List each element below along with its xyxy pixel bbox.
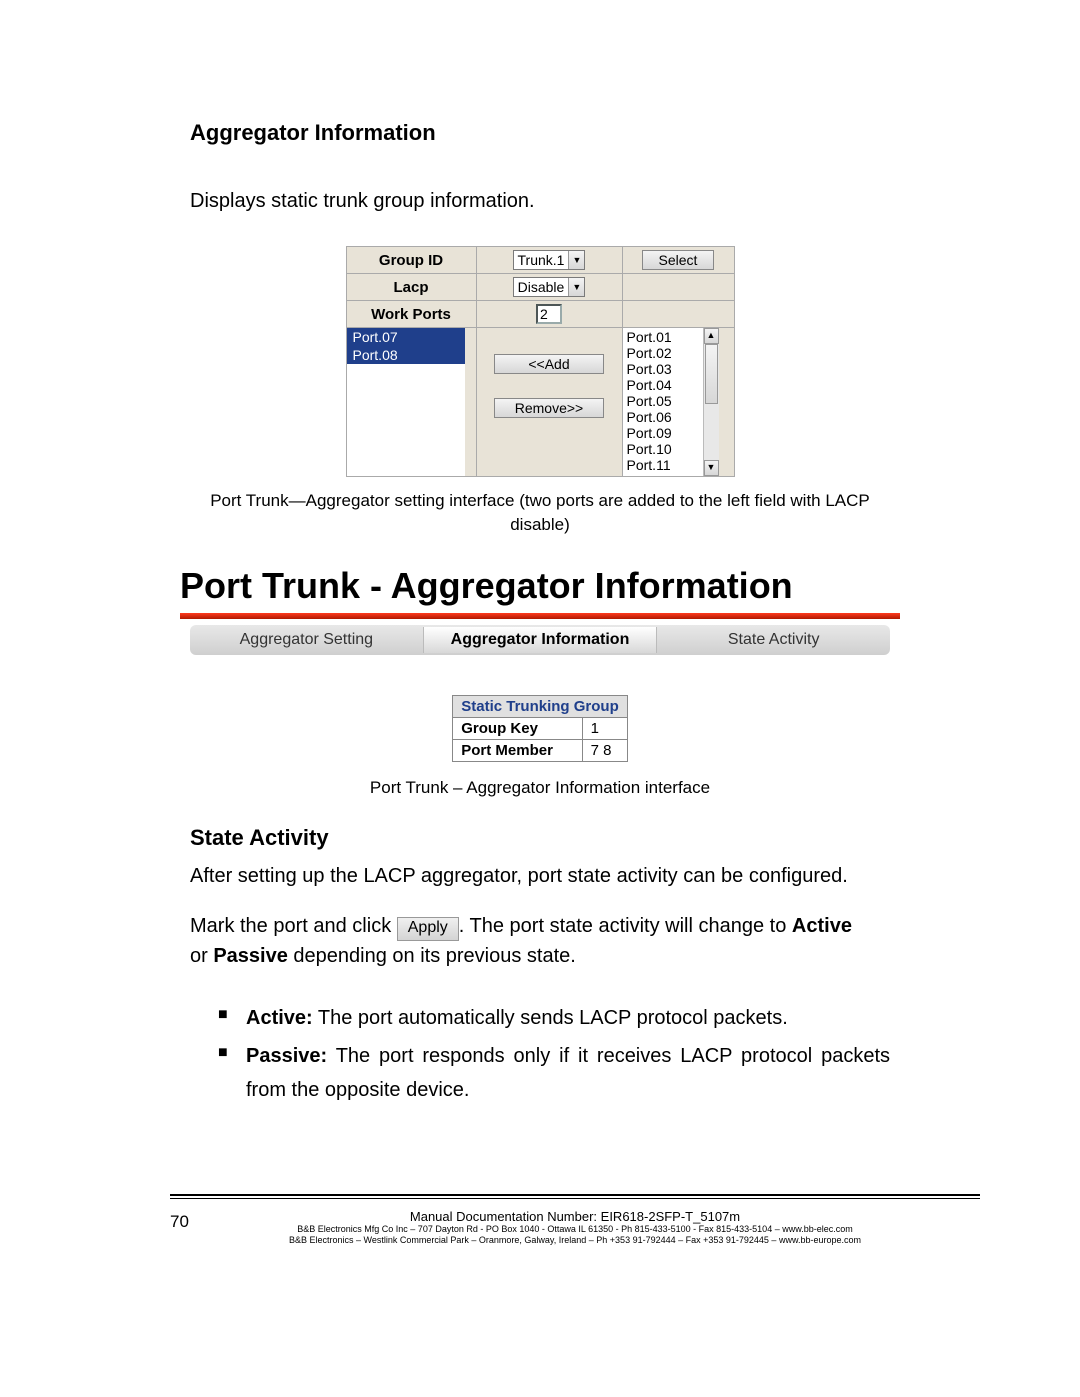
list-item[interactable]: Port.09: [627, 425, 699, 441]
list-item[interactable]: Port.02: [627, 345, 699, 361]
page-footer: 70 Manual Documentation Number: EIR618-2…: [170, 1194, 980, 1247]
footer-address-2: B&B Electronics – Westlink Commercial Pa…: [170, 1235, 980, 1247]
footer-doc-number: Manual Documentation Number: EIR618-2SFP…: [170, 1209, 980, 1224]
page-heading-text: Port Trunk - Aggregator Information: [180, 563, 900, 611]
stg-header: Static Trunking Group: [453, 695, 628, 717]
section-title-state-activity: State Activity: [190, 825, 890, 851]
footer-address-1: B&B Electronics Mfg Co Inc – 707 Dayton …: [170, 1224, 980, 1236]
lacp-select[interactable]: Disable ▼: [513, 277, 586, 297]
stg-group-key-value: 1: [582, 717, 627, 739]
cell-select: Select: [622, 247, 734, 274]
group-id-select[interactable]: Trunk.1 ▼: [513, 250, 586, 270]
scrollbar[interactable]: ▲ ▼: [703, 328, 719, 476]
label-lacp: Lacp: [346, 274, 476, 301]
page-number: 70: [170, 1212, 189, 1232]
chevron-down-icon: ▼: [568, 251, 584, 269]
bullet-passive: Passive: The port responds only if it re…: [218, 1039, 890, 1107]
list-item[interactable]: Port.10: [627, 441, 699, 457]
scroll-up-icon[interactable]: ▲: [704, 328, 719, 344]
list-item[interactable]: Port.03: [627, 361, 699, 377]
stg-port-member-value: 7 8: [582, 739, 627, 761]
cell-group-id: Trunk.1 ▼: [476, 247, 622, 274]
select-button[interactable]: Select: [642, 250, 715, 270]
passive-word: Passive: [213, 945, 288, 967]
static-trunking-table: Static Trunking Group Group Key 1 Port M…: [452, 695, 628, 762]
add-button[interactable]: <<Add: [494, 354, 604, 374]
list-item[interactable]: Port.04: [627, 377, 699, 393]
tab-state-activity[interactable]: State Activity: [657, 627, 890, 653]
list-item[interactable]: Port.06: [627, 409, 699, 425]
section-desc: Displays static trunk group information.: [190, 186, 890, 216]
chevron-down-icon: ▼: [568, 278, 584, 296]
bullet-text: The port automatically sends LACP protoc…: [313, 1007, 788, 1029]
bullet-active: Active: The port automatically sends LAC…: [218, 1001, 890, 1035]
bullet-text: The port responds only if it receives LA…: [246, 1045, 890, 1101]
aggregator-setting-table: Group ID Trunk.1 ▼ Select Lacp Disable ▼: [346, 246, 735, 477]
list-item[interactable]: Port.08: [347, 346, 465, 364]
list-item[interactable]: Port.07: [347, 328, 465, 346]
state-activity-intro: After setting up the LACP aggregator, po…: [190, 861, 890, 891]
figure-caption-1: Port Trunk—Aggregator setting interface …: [190, 489, 890, 537]
scroll-down-icon[interactable]: ▼: [704, 460, 719, 476]
list-item[interactable]: Port.05: [627, 393, 699, 409]
section-title-aggregator-info: Aggregator Information: [190, 120, 890, 146]
tab-bar: Aggregator Setting Aggregator Informatio…: [190, 625, 890, 655]
stg-port-member-label: Port Member: [453, 739, 582, 761]
bullet-list: Active: The port automatically sends LAC…: [190, 1001, 890, 1107]
work-ports-input[interactable]: 2: [536, 304, 562, 324]
list-item[interactable]: Port.11: [627, 457, 699, 473]
group-id-value: Trunk.1: [518, 252, 565, 268]
text: depending on its previous state.: [288, 945, 576, 967]
apply-button[interactable]: Apply: [397, 917, 459, 941]
label-work-ports: Work Ports: [346, 301, 476, 328]
scroll-thumb[interactable]: [705, 344, 718, 404]
figure-caption-2: Port Trunk – Aggregator Information inte…: [190, 776, 890, 800]
cell-work-ports: 2: [476, 301, 622, 328]
remove-button[interactable]: Remove>>: [494, 398, 604, 418]
bullet-label: Active:: [246, 1007, 313, 1029]
text: Mark the port and click: [190, 915, 397, 937]
tab-aggregator-information[interactable]: Aggregator Information: [423, 627, 658, 653]
text: or: [190, 945, 213, 967]
cell-lacp: Disable ▼: [476, 274, 622, 301]
page-heading: Port Trunk - Aggregator Information: [180, 563, 900, 619]
list-item[interactable]: Port.01: [627, 329, 699, 345]
lacp-value: Disable: [518, 279, 565, 295]
active-word: Active: [792, 915, 852, 937]
available-ports-listbox[interactable]: Port.01 Port.02 Port.03 Port.04 Port.05 …: [623, 328, 719, 476]
label-group-id: Group ID: [346, 247, 476, 274]
stg-group-key-label: Group Key: [453, 717, 582, 739]
text: . The port state activity will change to: [459, 915, 792, 937]
tab-aggregator-setting[interactable]: Aggregator Setting: [190, 627, 423, 653]
state-activity-instruction: Mark the port and click Apply. The port …: [190, 911, 890, 971]
heading-underline: [180, 613, 900, 619]
selected-ports-listbox[interactable]: Port.07 Port.08: [347, 328, 465, 476]
bullet-label: Passive:: [246, 1045, 327, 1067]
